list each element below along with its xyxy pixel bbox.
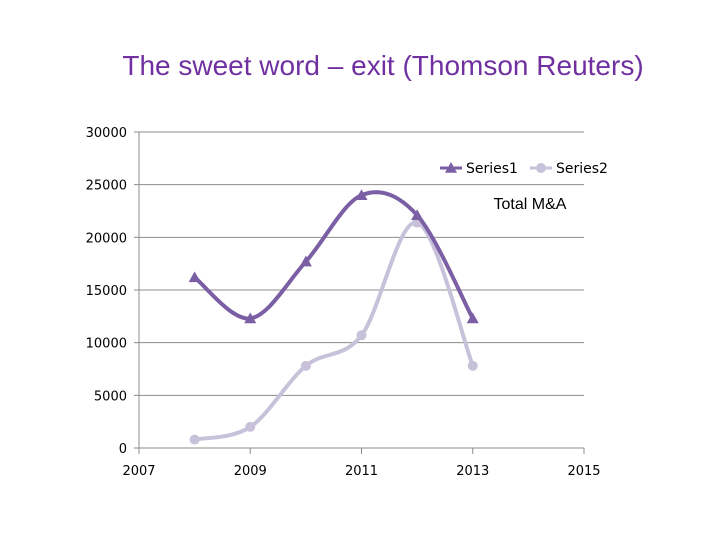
axes: 0 5000 10000 15000 20000 25000 30000 2007 2009 20… <box>86 126 601 479</box>
data-point <box>467 360 478 371</box>
y-tick-label: 5000 <box>94 389 127 404</box>
y-tick-label: 15000 <box>86 284 127 299</box>
y-tick-label: 20000 <box>86 231 127 246</box>
data-point <box>299 255 312 267</box>
legend-marker <box>536 163 546 173</box>
x-tick-label: 2015 <box>567 464 600 479</box>
data-point <box>245 421 256 432</box>
data-point <box>356 330 367 341</box>
legend-marker <box>445 162 457 173</box>
data-point <box>466 312 479 324</box>
series-group <box>188 189 479 445</box>
grid-lines <box>139 131 584 396</box>
legend-label: Series2 <box>556 161 608 177</box>
x-tick-label: 2009 <box>234 464 267 479</box>
legend: Series1 Series2 <box>440 161 608 177</box>
chart-title: The sweet word – exit (Thomson Reuters) <box>122 50 644 81</box>
x-tick-label: 2011 <box>345 464 378 479</box>
data-point <box>189 434 200 445</box>
data-point <box>300 360 311 371</box>
y-tick-label: 30000 <box>86 126 127 141</box>
chart-annotation: Total M&A <box>494 196 567 213</box>
y-tick-label: 0 <box>119 442 127 457</box>
data-point <box>411 209 424 221</box>
legend-label: Series1 <box>466 161 518 177</box>
x-tick-label: 2013 <box>456 464 489 479</box>
series-line-series1 <box>192 190 475 321</box>
data-point <box>244 312 257 324</box>
data-point <box>188 271 201 283</box>
data-point <box>355 189 368 200</box>
y-tick-label: 25000 <box>86 179 127 194</box>
x-tick-label: 2007 <box>122 464 155 479</box>
series-line-series2 <box>192 220 475 442</box>
y-tick-label: 10000 <box>86 337 127 352</box>
